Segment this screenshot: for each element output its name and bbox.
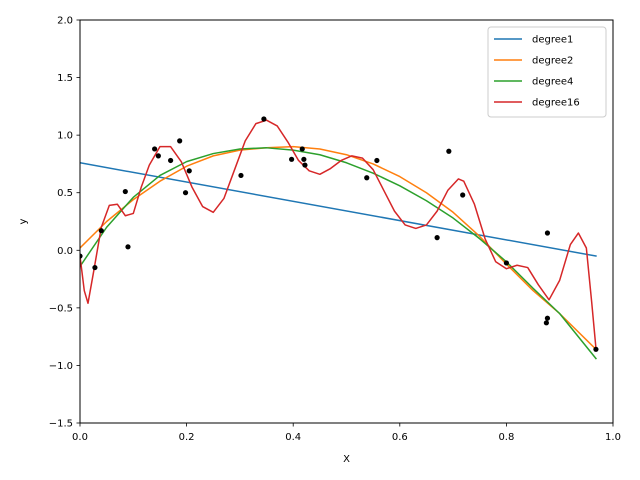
plot-frame — [79, 19, 614, 424]
y-tick-label: 0.5 — [57, 188, 73, 199]
data-point — [261, 116, 267, 122]
y-tick-label: 1.0 — [57, 131, 73, 142]
data-point — [364, 175, 370, 181]
data-point — [446, 148, 452, 154]
data-point — [593, 346, 599, 352]
y-axis-label: y — [18, 218, 29, 224]
legend-box — [487, 26, 607, 118]
data-point — [177, 138, 183, 144]
data-point — [98, 228, 104, 234]
legend: degree1 degree2 degree4 degree16 — [487, 26, 607, 118]
x-tick-label: 1.0 — [605, 432, 621, 443]
x-tick-label: 0.0 — [72, 432, 88, 443]
x-axis-label: X — [343, 454, 350, 465]
y-tick-label: 2.0 — [57, 16, 73, 27]
data-point — [460, 192, 466, 198]
data-point — [80, 253, 83, 259]
data-point — [238, 172, 244, 179]
data-point — [122, 188, 128, 195]
data-point — [544, 315, 551, 321]
data-point — [92, 264, 98, 271]
data-point — [503, 260, 509, 266]
data-point — [155, 153, 161, 159]
x-tick-label: 0.6 — [392, 432, 408, 443]
data-point — [125, 244, 131, 250]
data-point — [434, 235, 440, 241]
series-line-degree16 — [80, 119, 597, 349]
x-tick-label: 0.2 — [179, 432, 195, 443]
x-tick-label: 0.4 — [285, 432, 301, 443]
data-point — [302, 162, 308, 168]
series-line-degree4 — [80, 147, 597, 360]
data-point — [289, 156, 295, 162]
data-point — [543, 320, 549, 326]
data-point — [152, 146, 158, 152]
y-tick-label: −1.0 — [49, 361, 73, 372]
data-point — [544, 230, 551, 236]
data-point — [301, 156, 307, 162]
data-point — [374, 157, 380, 164]
data-point — [168, 157, 174, 164]
legend-label-degree4: degree4 — [532, 77, 573, 88]
data-point — [186, 168, 192, 174]
data-point — [299, 146, 305, 152]
legend-label-degree2: degree2 — [532, 56, 573, 67]
data-point — [182, 190, 189, 196]
y-tick-label: −1.5 — [49, 419, 73, 430]
x-tick-label: 0.8 — [498, 432, 514, 443]
y-tick-label: −0.5 — [49, 303, 73, 314]
legend-label-degree16: degree16 — [532, 98, 580, 109]
series-line-degree2 — [80, 145, 598, 351]
legend-label-degree1: degree1 — [532, 35, 573, 46]
y-tick-label: 1.5 — [57, 73, 73, 84]
y-tick-label: 0.0 — [57, 246, 73, 257]
